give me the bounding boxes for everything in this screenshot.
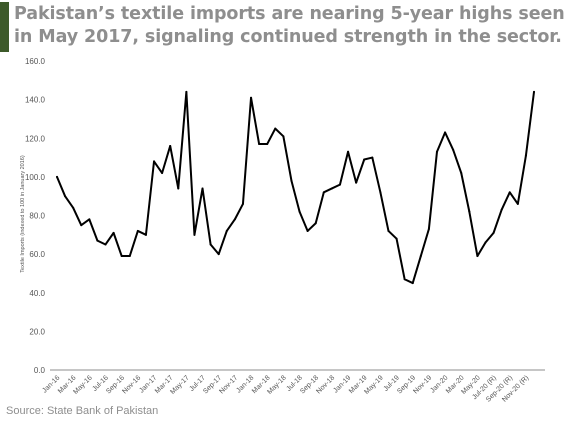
data-point [64, 195, 67, 198]
y-axis-ticks: 0.0 20.0 40.0 60.0 80.0 100.0 120.0 140.0 160.0 [25, 57, 46, 375]
data-point [298, 210, 301, 213]
data-point [484, 241, 487, 244]
chart-title-line-1: Pakistan’s textile imports are nearing 5… [14, 4, 565, 24]
data-point [444, 131, 447, 134]
data-point [516, 202, 519, 205]
data-point [411, 282, 414, 285]
data-point [112, 231, 115, 234]
data-point [80, 224, 83, 227]
data-point [355, 181, 358, 184]
data-point [395, 237, 398, 240]
data-point [322, 191, 325, 194]
title-accent-bar [0, 2, 9, 52]
data-point [524, 154, 527, 157]
data-point [153, 160, 156, 163]
data-point [225, 229, 228, 232]
data-point [533, 90, 535, 93]
data-point [144, 233, 147, 236]
y-tick-label: 40.0 [29, 289, 45, 298]
data-point [136, 229, 139, 232]
data-point [169, 144, 172, 147]
data-point [500, 208, 503, 211]
data-point [241, 202, 244, 205]
data-point [209, 243, 212, 246]
y-tick-label: 160.0 [25, 57, 46, 66]
y-tick-label: 20.0 [29, 327, 45, 336]
data-point [435, 150, 438, 153]
y-tick-label: 0.0 [34, 366, 46, 375]
data-point [72, 206, 75, 209]
series-points [56, 90, 535, 285]
data-point [347, 150, 350, 153]
data-point [233, 218, 236, 221]
data-point [104, 243, 107, 246]
y-tick-label: 60.0 [29, 250, 45, 259]
data-point [282, 135, 285, 138]
y-axis-label: Textile Imports (indexed to 100 in Janua… [20, 155, 26, 273]
data-point [371, 156, 374, 159]
data-point [250, 96, 253, 99]
series-line-textile-imports [56, 90, 535, 285]
x-tick-label: Nov-18 [315, 374, 336, 395]
data-point [217, 253, 220, 256]
x-tick-label: Nov-17 [218, 374, 239, 395]
y-tick-label: 140.0 [25, 96, 46, 105]
data-point [185, 90, 188, 93]
data-point [427, 228, 430, 231]
data-point [274, 127, 277, 130]
x-tick-label: Nov-16 [121, 374, 142, 395]
data-point [387, 229, 390, 232]
data-point [88, 218, 91, 221]
data-point [460, 172, 463, 175]
data-point [314, 222, 317, 225]
data-point [330, 187, 333, 190]
data-point [363, 158, 366, 161]
data-point [306, 229, 309, 232]
data-point [128, 255, 131, 258]
data-point [120, 255, 123, 258]
data-point [338, 183, 341, 186]
data-point [419, 255, 422, 258]
data-point [452, 148, 455, 151]
x-tick-label: Nov-19 [412, 374, 433, 395]
source-note: Source: State Bank of Pakistan [6, 405, 159, 417]
chart-title: Pakistan’s textile imports are nearing 5… [14, 3, 570, 49]
chart-title-line-2: in May 2017, signaling continued strengt… [14, 27, 562, 47]
data-point [258, 143, 261, 146]
data-point [290, 179, 293, 182]
data-point [266, 143, 269, 146]
data-point [161, 172, 164, 175]
data-point [96, 239, 99, 242]
x-axis-ticks: Jan-16Mar-16May-16Jul-16Sep-16Nov-16Jan-… [41, 374, 530, 403]
data-point [468, 210, 471, 213]
data-point [177, 187, 180, 190]
y-tick-label: 100.0 [25, 173, 46, 182]
y-tick-label: 120.0 [25, 134, 46, 143]
data-point [492, 231, 495, 234]
data-point [56, 175, 58, 178]
data-point [201, 187, 204, 190]
y-tick-label: 80.0 [29, 212, 45, 221]
data-point [508, 191, 511, 194]
data-point [476, 255, 479, 258]
data-point [403, 278, 406, 281]
data-point [193, 233, 196, 236]
data-point [379, 191, 382, 194]
